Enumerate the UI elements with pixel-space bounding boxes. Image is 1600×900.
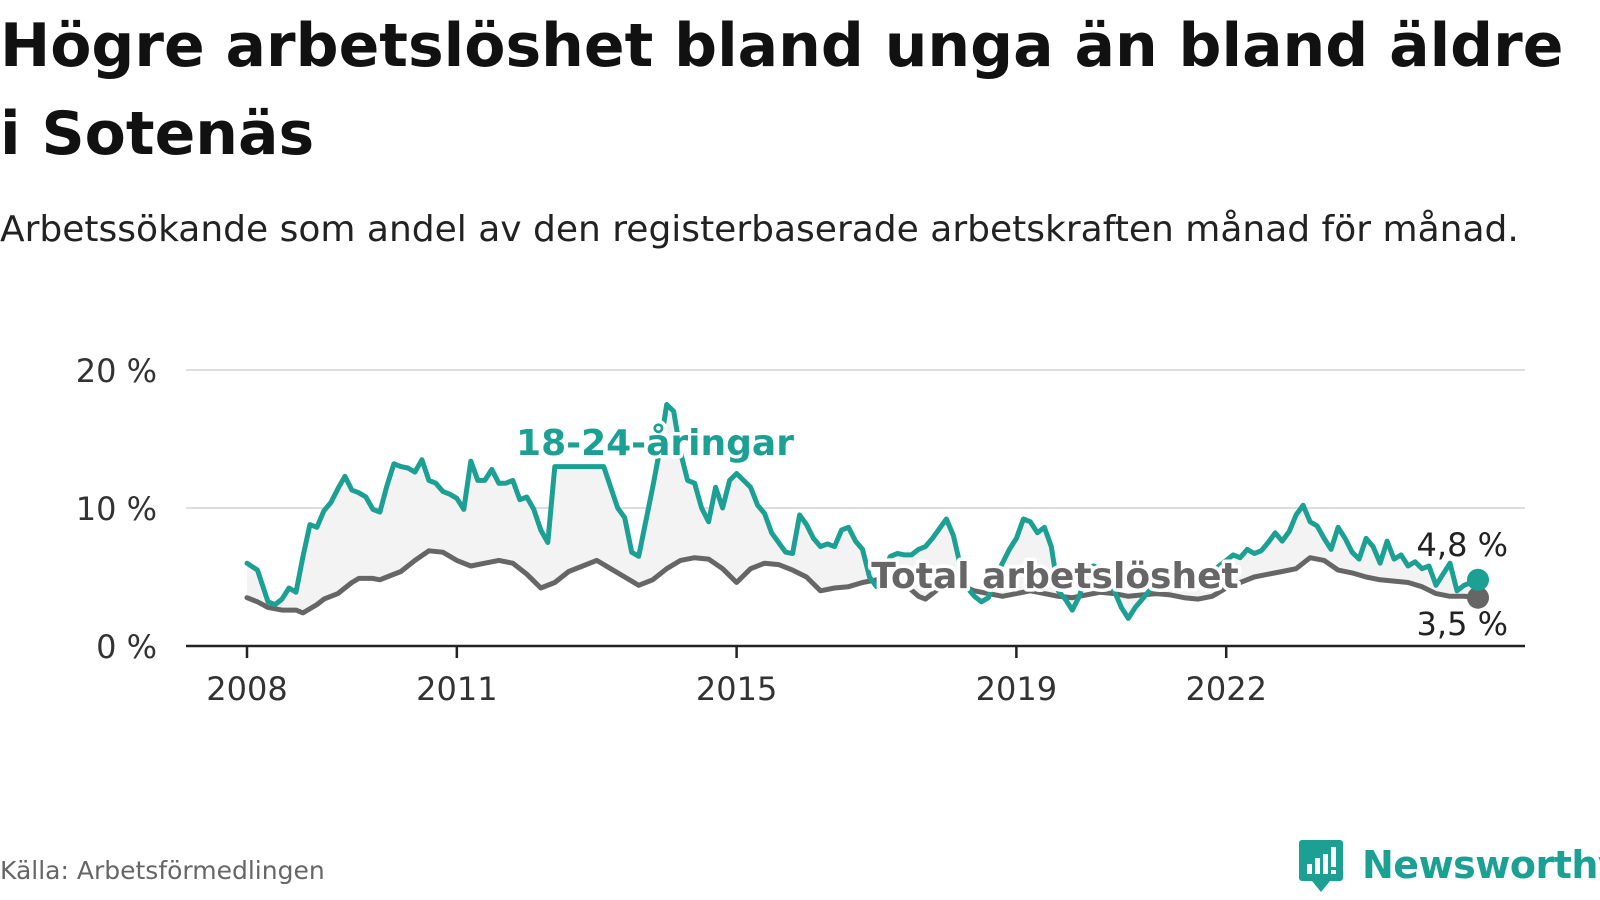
series-label-total-halo: Total arbetslöshet — [871, 556, 1239, 597]
x-tick-label: 2011 — [416, 670, 497, 708]
brand-name: Newsworthy — [1362, 843, 1600, 887]
x-tick-label: 2015 — [696, 670, 777, 708]
end-value-label-total-halo: 3,5 % — [1417, 605, 1508, 643]
x-tick-label: 2019 — [976, 670, 1057, 708]
line-chart: 0 % 10 % 20 % 2008 2011 2015 2019 2022 18-24-år… — [76, 352, 1525, 708]
series-line-total — [244, 548, 1481, 616]
series-layer — [244, 402, 1489, 621]
series-label-18-24: 18-24-åringar — [516, 423, 794, 464]
y-tick-label: 20 % — [76, 352, 157, 390]
chart-subtitle: Arbetssökande som andel av den registerb… — [0, 209, 1519, 250]
x-tick-label: 2008 — [206, 670, 287, 708]
end-value-label-18-24: 4,8 % — [1417, 526, 1508, 564]
brand-logo-link[interactable]: Newsworthy — [1296, 836, 1600, 894]
source-note: Källa: Arbetsförmedlingen — [0, 856, 325, 885]
series-label-total: Total arbetslöshet — [871, 556, 1239, 597]
series-line-18-24 — [244, 402, 1481, 621]
end-value-label-total: 3,5 % — [1417, 605, 1508, 643]
x-tick-label: 2022 — [1185, 670, 1266, 708]
end-value-label-18-24-halo: 4,8 % — [1417, 526, 1508, 564]
chart-title: Högre arbetslöshet bland unga än bland ä… — [0, 11, 1564, 169]
endpoint-marker-total — [1467, 586, 1489, 609]
gap-band — [247, 404, 1478, 619]
y-tick-label: 10 % — [76, 490, 157, 528]
newsworthy-logo-icon — [1299, 840, 1343, 892]
grid-layer: 0 % 10 % 20 % 2008 2011 2015 2019 2022 — [76, 352, 1525, 708]
series-label-18-24-halo: 18-24-åringar — [516, 423, 794, 464]
endpoint-marker-18-24 — [1467, 568, 1489, 591]
y-tick-label: 0 % — [96, 628, 157, 666]
